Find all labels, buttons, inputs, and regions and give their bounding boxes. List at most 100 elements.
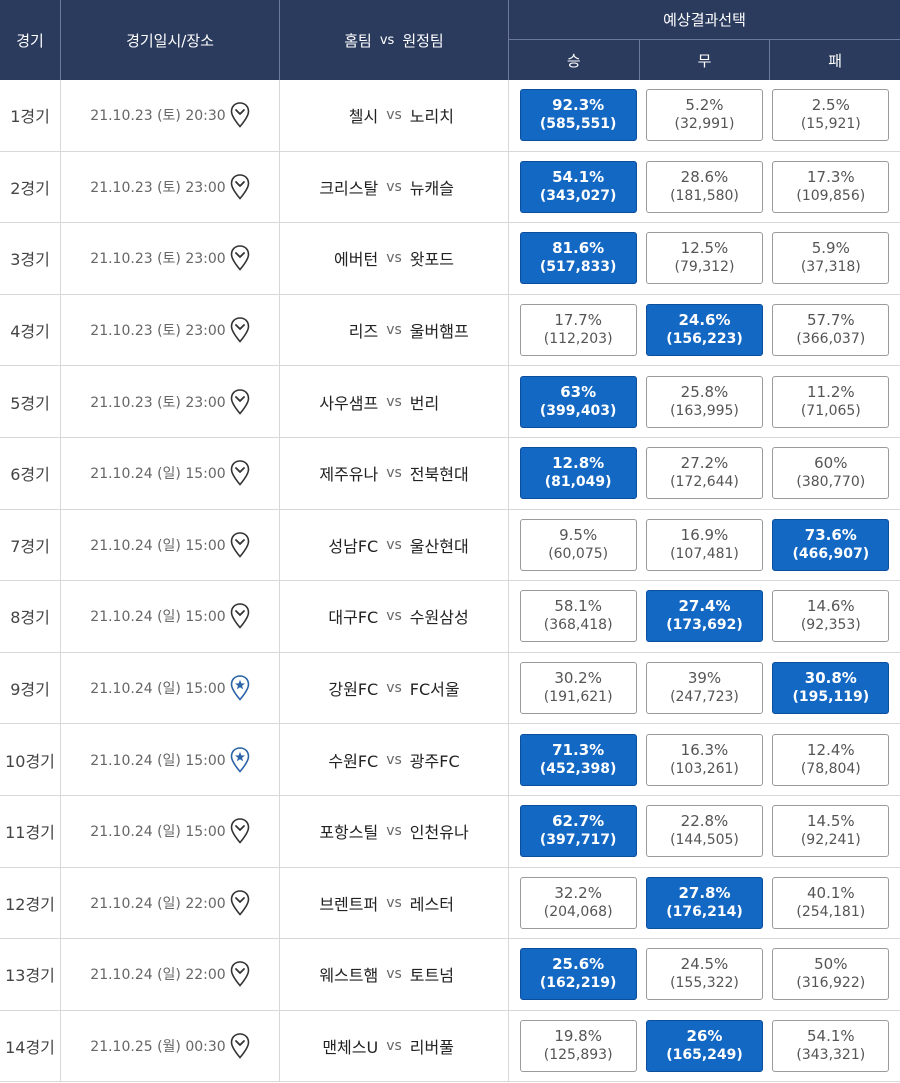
option-win-button[interactable]: 17.7% (112,203) xyxy=(519,304,637,357)
option-draw-button[interactable]: 24.6% (156,223) xyxy=(645,304,763,357)
option-win-count: (343,027) xyxy=(539,187,617,204)
option-draw-button[interactable]: 25.8% (163,995) xyxy=(645,375,763,428)
option-draw-button[interactable]: 26% (165,249) xyxy=(645,1020,763,1073)
vs-label: vs xyxy=(386,823,402,840)
option-draw-button[interactable]: 5.2% (32,991) xyxy=(645,89,763,142)
option-win-button[interactable]: 30.2% (191,621) xyxy=(519,662,637,715)
option-draw-button[interactable]: 12.5% (79,312) xyxy=(645,232,763,285)
option-win-button[interactable]: 62.7% (397,717) xyxy=(519,805,637,858)
option-lose-button[interactable]: 60% (380,770) xyxy=(772,447,890,500)
match-teams: 웨스트햄 vs 토트넘 xyxy=(280,939,509,1010)
option-win-count: (368,418) xyxy=(543,617,613,634)
match-teams: 브렌트퍼 vs 레스터 xyxy=(280,867,509,939)
option-lose-button[interactable]: 11.2% (71,065) xyxy=(772,375,890,428)
option-win-count: (125,893) xyxy=(543,1047,613,1064)
option-win-button[interactable]: 19.8% (125,893) xyxy=(519,1020,637,1073)
option-lose-button[interactable]: 2.5% (15,921) xyxy=(772,89,890,142)
option-win-button[interactable]: 63% (399,403) xyxy=(519,375,637,428)
location-pin-icon[interactable] xyxy=(230,317,250,343)
location-pin-icon[interactable] xyxy=(230,1033,250,1059)
star-pin-icon[interactable] xyxy=(230,675,250,701)
option-win-count: (60,075) xyxy=(548,545,609,562)
option-draw-percent: 27.4% xyxy=(678,597,731,616)
option-lose-count: (366,037) xyxy=(796,331,866,348)
option-lose-button[interactable]: 54.1% (343,321) xyxy=(772,1020,890,1073)
match-teams: 크리스탈 vs 뉴캐슬 xyxy=(280,151,509,223)
option-win-percent: 62.7% xyxy=(552,812,605,831)
option-lose-button[interactable]: 30.8% (195,119) xyxy=(772,662,890,715)
star-pin-icon[interactable] xyxy=(230,746,250,773)
location-pin-icon[interactable] xyxy=(230,818,250,844)
option-lose-button[interactable]: 73.6% (466,907) xyxy=(772,518,890,571)
match-date-cell: 21.10.24 (일) 15:00 xyxy=(61,581,280,652)
option-win-button[interactable]: 71.3% (452,398) xyxy=(519,733,637,786)
option-lose-percent: 14.6% xyxy=(806,597,855,616)
location-pin-icon[interactable] xyxy=(230,102,250,128)
match-number: 6경기 xyxy=(0,437,61,509)
option-draw-count: (173,692) xyxy=(666,617,743,634)
option-win-button[interactable]: 12.8% (81,049) xyxy=(519,447,637,500)
option-draw-button[interactable]: 27.4% (173,692) xyxy=(645,590,763,643)
location-pin-icon[interactable] xyxy=(230,890,250,916)
location-pin-icon[interactable] xyxy=(230,603,250,630)
option-draw-count: (103,261) xyxy=(670,760,739,777)
table-row: 5경기 21.10.23 (토) 23:00 사우샘프 vs 번리 63% (3… xyxy=(0,366,900,438)
location-pin-icon[interactable] xyxy=(230,245,250,272)
match-date-cell: 21.10.24 (일) 15:00 xyxy=(61,437,280,509)
option-draw-button[interactable]: 27.8% (176,214) xyxy=(645,876,763,929)
location-pin-icon[interactable] xyxy=(230,532,250,558)
option-draw-count: (163,995) xyxy=(670,402,739,419)
option-win-count: (397,717) xyxy=(539,832,617,849)
option-draw-count: (107,481) xyxy=(670,545,739,562)
match-date: 21.10.23 (토) 23:00 xyxy=(90,394,226,411)
option-draw-button[interactable]: 16.9% (107,481) xyxy=(645,518,763,571)
match-date-cell: 21.10.23 (토) 23:00 xyxy=(61,151,280,223)
option-draw-button[interactable]: 39% (247,723) xyxy=(645,662,763,715)
option-draw-button[interactable]: 28.6% (181,580) xyxy=(645,160,763,213)
option-draw-percent: 27.8% xyxy=(678,883,731,902)
away-team: 레스터 xyxy=(409,894,454,914)
option-win-button[interactable]: 25.6% (162,219) xyxy=(519,948,637,1001)
option-lose-button[interactable]: 57.7% (366,037) xyxy=(772,304,890,357)
option-win-percent: 63% xyxy=(560,382,597,401)
location-pin-icon[interactable] xyxy=(230,174,250,200)
location-pin-icon[interactable] xyxy=(230,388,250,415)
option-win-button[interactable]: 92.3% (585,551) xyxy=(519,89,637,142)
option-draw-button[interactable]: 27.2% (172,644) xyxy=(645,447,763,500)
match-teams: 수원FC vs 광주FC xyxy=(280,724,509,795)
option-lose-button[interactable]: 40.1% (254,181) xyxy=(772,876,890,929)
option-draw-button[interactable]: 16.3% (103,261) xyxy=(645,733,763,786)
option-win-button[interactable]: 9.5% (60,075) xyxy=(519,518,637,571)
header-prediction-options: 승 무 패 xyxy=(509,40,900,80)
option-lose-button[interactable]: 14.6% (92,353) xyxy=(772,590,890,643)
header-prediction: 예상결과선택 승 무 패 xyxy=(509,0,900,80)
option-lose-button[interactable]: 50% (316,922) xyxy=(772,948,890,1001)
match-date-cell: 21.10.24 (일) 15:00 xyxy=(61,724,280,795)
option-draw-button[interactable]: 24.5% (155,322) xyxy=(645,948,763,1001)
option-draw-count: (144,505) xyxy=(670,832,739,849)
table-row: 14경기 21.10.25 (월) 00:30 맨체스U vs 리버풀 19.8… xyxy=(0,1010,900,1083)
option-win-count: (452,398) xyxy=(539,760,617,777)
away-team: 리버풀 xyxy=(409,1038,454,1058)
option-win-button[interactable]: 81.6% (517,833) xyxy=(519,232,637,285)
option-lose-percent: 40.1% xyxy=(806,883,855,902)
match-date: 21.10.24 (일) 22:00 xyxy=(90,967,226,984)
option-win-button[interactable]: 58.1% (368,418) xyxy=(519,590,637,643)
option-lose-button[interactable]: 17.3% (109,856) xyxy=(772,160,890,213)
header-home: 홈팀 xyxy=(344,31,372,50)
match-date: 21.10.25 (월) 00:30 xyxy=(90,1039,226,1056)
option-lose-button[interactable]: 5.9% (37,318) xyxy=(772,232,890,285)
away-team: 울산현대 xyxy=(409,536,469,556)
match-date: 21.10.24 (일) 15:00 xyxy=(90,537,226,554)
option-lose-button[interactable]: 12.4% (78,804) xyxy=(772,733,890,786)
home-team: 에버턴 xyxy=(334,250,379,270)
location-pin-icon[interactable] xyxy=(230,961,250,988)
option-lose-count: (343,321) xyxy=(796,1047,866,1064)
option-win-button[interactable]: 32.2% (204,068) xyxy=(519,876,637,929)
option-draw-button[interactable]: 22.8% (144,505) xyxy=(645,805,763,858)
location-pin-icon[interactable] xyxy=(230,460,250,486)
vs-label: vs xyxy=(386,322,402,339)
option-win-button[interactable]: 54.1% (343,027) xyxy=(519,160,637,213)
option-lose-button[interactable]: 14.5% (92,241) xyxy=(772,805,890,858)
vs-label: vs xyxy=(386,250,402,267)
